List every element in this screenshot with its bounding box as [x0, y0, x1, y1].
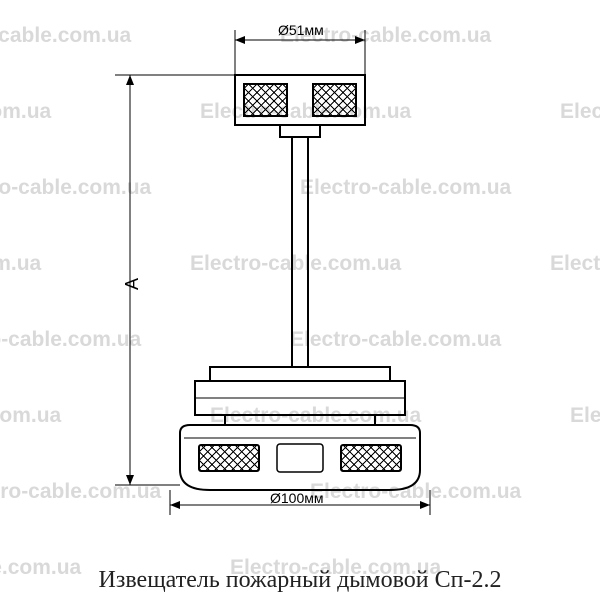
hatch-slot-right	[340, 444, 402, 472]
caption: Извещатель пожарный дымовой Сп-2.2	[0, 567, 600, 594]
dim-height-label: A	[122, 278, 143, 290]
hatch-top-right	[312, 83, 357, 117]
hatch-slot-left	[198, 444, 260, 472]
dim-top-diameter: Ø51мм	[278, 22, 324, 38]
technical-drawing	[0, 0, 600, 600]
dim-bottom-diameter: Ø100мм	[270, 490, 324, 506]
hatch-top-left	[243, 83, 288, 117]
